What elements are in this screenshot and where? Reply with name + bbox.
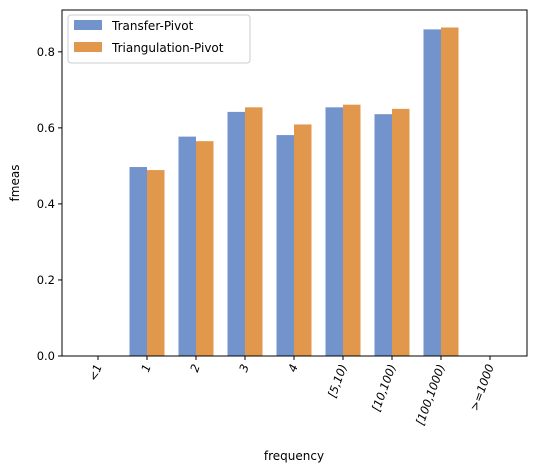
bar-transfer-pivot-7	[423, 29, 441, 357]
bar-triangulation-pivot-4	[294, 124, 312, 356]
x-tick-label: 1	[138, 362, 154, 374]
y-tick-label: 0.2	[37, 273, 55, 287]
bar-triangulation-pivot-7	[441, 27, 459, 356]
y-axis-label: fmeas	[8, 165, 22, 202]
legend-frame	[67, 14, 251, 64]
x-tick-label: [10,100)	[369, 362, 399, 413]
x-tick-label: <1	[86, 362, 105, 383]
y-tick-label: 0.0	[37, 349, 55, 363]
x-axis-label: frequency	[264, 449, 324, 463]
bar-triangulation-pivot-6	[392, 108, 410, 356]
y-axis: 0.0 0.2 0.4 0.6 0.8	[37, 45, 62, 363]
legend-label: Transfer-Pivot	[111, 19, 194, 33]
bar-transfer-pivot-5	[325, 107, 343, 356]
x-tick-label: 4	[285, 362, 301, 374]
y-tick-label: 0.8	[37, 45, 55, 59]
x-tick-label: [100,1000)	[413, 362, 448, 427]
bar-triangulation-pivot-2	[196, 141, 214, 356]
bar-transfer-pivot-6	[374, 114, 392, 356]
x-tick-label: 3	[236, 362, 252, 374]
x-axis: <1 1 2 3 4 [5,10) [10,100) [100,1000) >=1000	[86, 356, 497, 427]
legend-swatch	[74, 20, 102, 30]
y-tick-label: 0.6	[37, 121, 55, 135]
bar-triangulation-pivot-3	[245, 107, 263, 356]
bar-transfer-pivot-3	[227, 111, 245, 357]
y-tick-label: 0.4	[37, 197, 55, 211]
bar-triangulation-pivot-5	[343, 104, 361, 356]
bars-layer	[129, 27, 459, 357]
x-tick-label: >=1000	[467, 362, 497, 412]
x-tick-label: 2	[187, 362, 203, 374]
legend-swatch	[74, 42, 102, 52]
x-tick-label: [5,10)	[325, 362, 350, 399]
legend: Transfer-Pivot Triangulation-Pivot	[67, 14, 251, 64]
bar-transfer-pivot-2	[178, 136, 196, 356]
bar-transfer-pivot-1	[129, 167, 147, 356]
legend-label: Triangulation-Pivot	[111, 41, 224, 55]
bar-transfer-pivot-4	[276, 135, 294, 356]
bar-triangulation-pivot-1	[147, 170, 165, 356]
